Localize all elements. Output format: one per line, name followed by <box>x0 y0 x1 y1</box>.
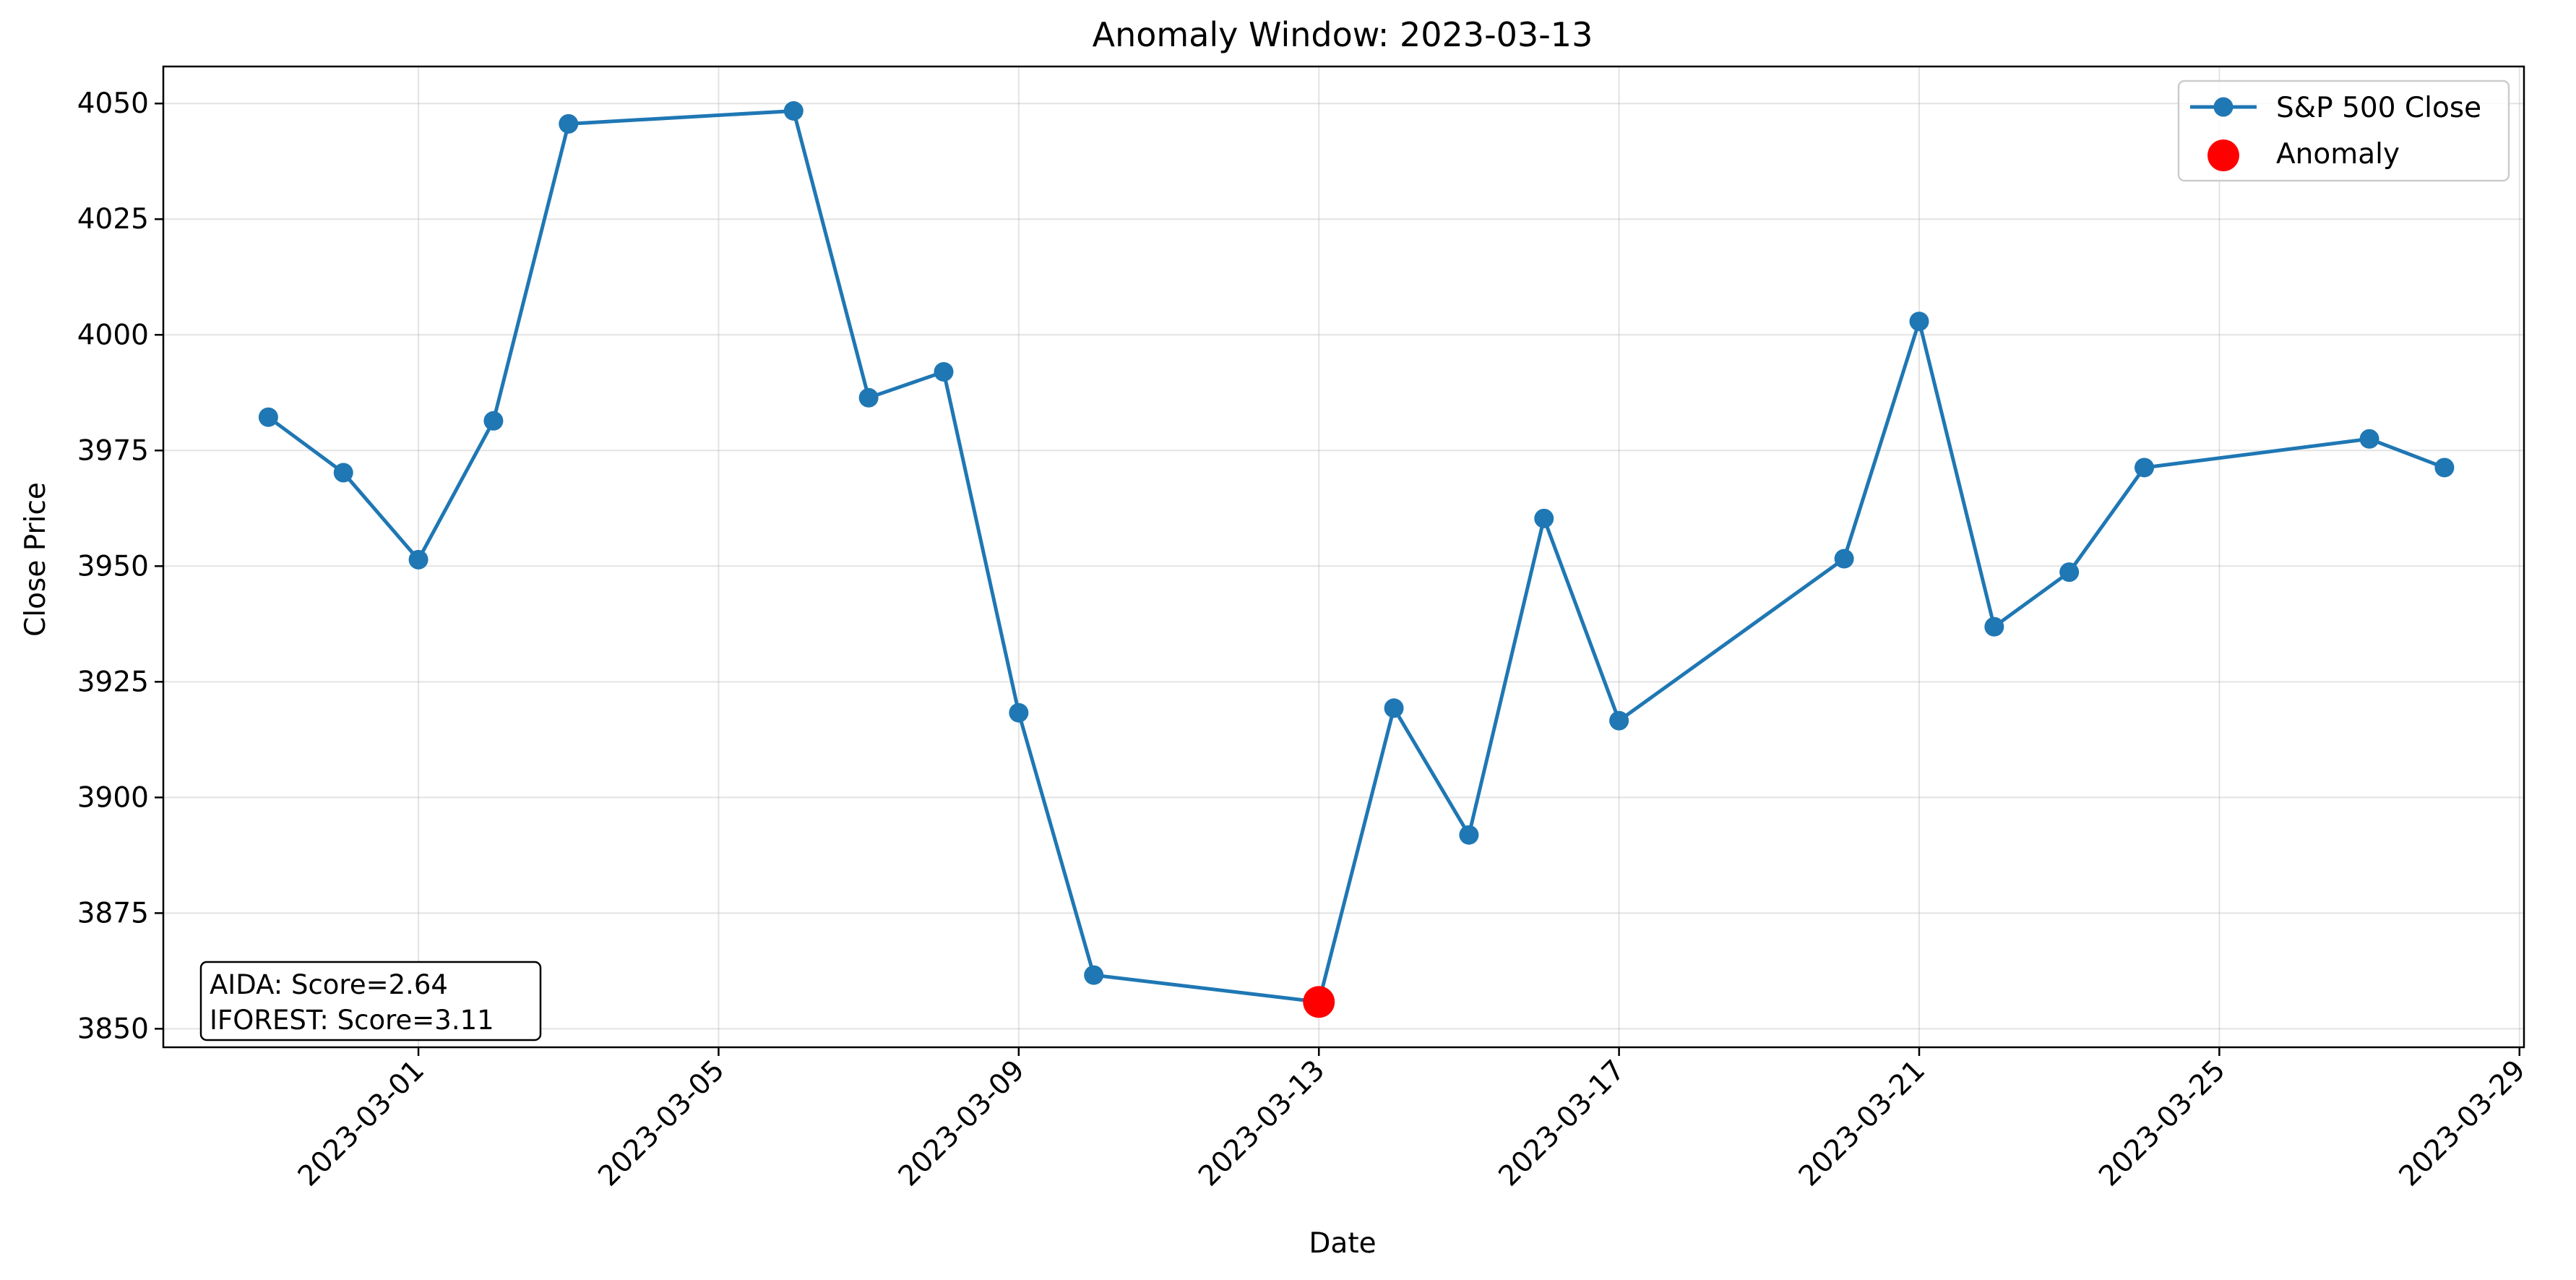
data-point-sp500 <box>858 387 879 408</box>
x-axis-label: Date <box>1309 1227 1376 1260</box>
data-point-sp500 <box>1084 965 1104 985</box>
y-tick-label: 3850 <box>77 1013 149 1045</box>
anomaly-point <box>1303 986 1335 1018</box>
data-point-sp500 <box>408 549 428 570</box>
annotation-layer: AIDA: Score=2.64 IFOREST: Score=3.11 <box>199 961 542 1041</box>
data-point-sp500 <box>783 100 804 121</box>
y-tick-label: 4050 <box>77 87 149 120</box>
data-point-sp500 <box>1384 698 1404 718</box>
data-point-sp500 <box>559 113 579 134</box>
data-point-sp500 <box>1459 825 1479 845</box>
annotation-line-1: AIDA: Score=2.64 <box>210 969 448 1000</box>
y-tick-label: 3900 <box>77 781 149 814</box>
data-point-sp500 <box>333 463 353 483</box>
legend-label-anomaly: Anomaly <box>2276 138 2400 171</box>
chart-title: Anomaly Window: 2023-03-13 <box>1093 15 1593 54</box>
plot-frame <box>162 65 2525 1049</box>
data-point-sp500 <box>1534 508 1554 528</box>
y-tick-label: 3975 <box>77 434 149 467</box>
data-point-sp500 <box>1609 710 1629 731</box>
legend-marker-anomaly <box>2207 139 2239 171</box>
y-tick-label: 3875 <box>77 897 149 929</box>
data-point-sp500 <box>1009 703 1029 723</box>
annotation-box <box>199 961 542 1041</box>
data-point-sp500 <box>258 407 278 427</box>
y-tick-label: 3925 <box>77 666 149 698</box>
data-point-sp500 <box>1984 617 2004 637</box>
y-axis-label: Close Price <box>20 482 52 637</box>
legend-box <box>2177 80 2510 182</box>
legend: S&P 500 Close Anomaly <box>2177 80 2510 182</box>
data-point-sp500 <box>2059 562 2080 583</box>
data-point-sp500 <box>2434 458 2455 478</box>
series-line-sp500 <box>267 108 2445 1004</box>
data-point-sp500 <box>1909 312 1929 332</box>
legend-marker-sp500 <box>2213 97 2233 117</box>
data-point-sp500 <box>483 411 504 431</box>
y-tick-label: 4000 <box>77 319 149 351</box>
data-point-sp500 <box>934 361 954 382</box>
y-tick-label: 4025 <box>77 203 149 236</box>
annotation-line-2: IFOREST: Score=3.11 <box>210 1005 494 1036</box>
y-tick-label: 3950 <box>77 550 149 583</box>
data-point-sp500 <box>2135 458 2155 478</box>
series-layer <box>258 100 2455 1018</box>
data-point-sp500 <box>1834 549 1854 569</box>
legend-label-sp500: S&P 500 Close <box>2276 92 2481 124</box>
data-point-sp500 <box>2359 429 2379 449</box>
